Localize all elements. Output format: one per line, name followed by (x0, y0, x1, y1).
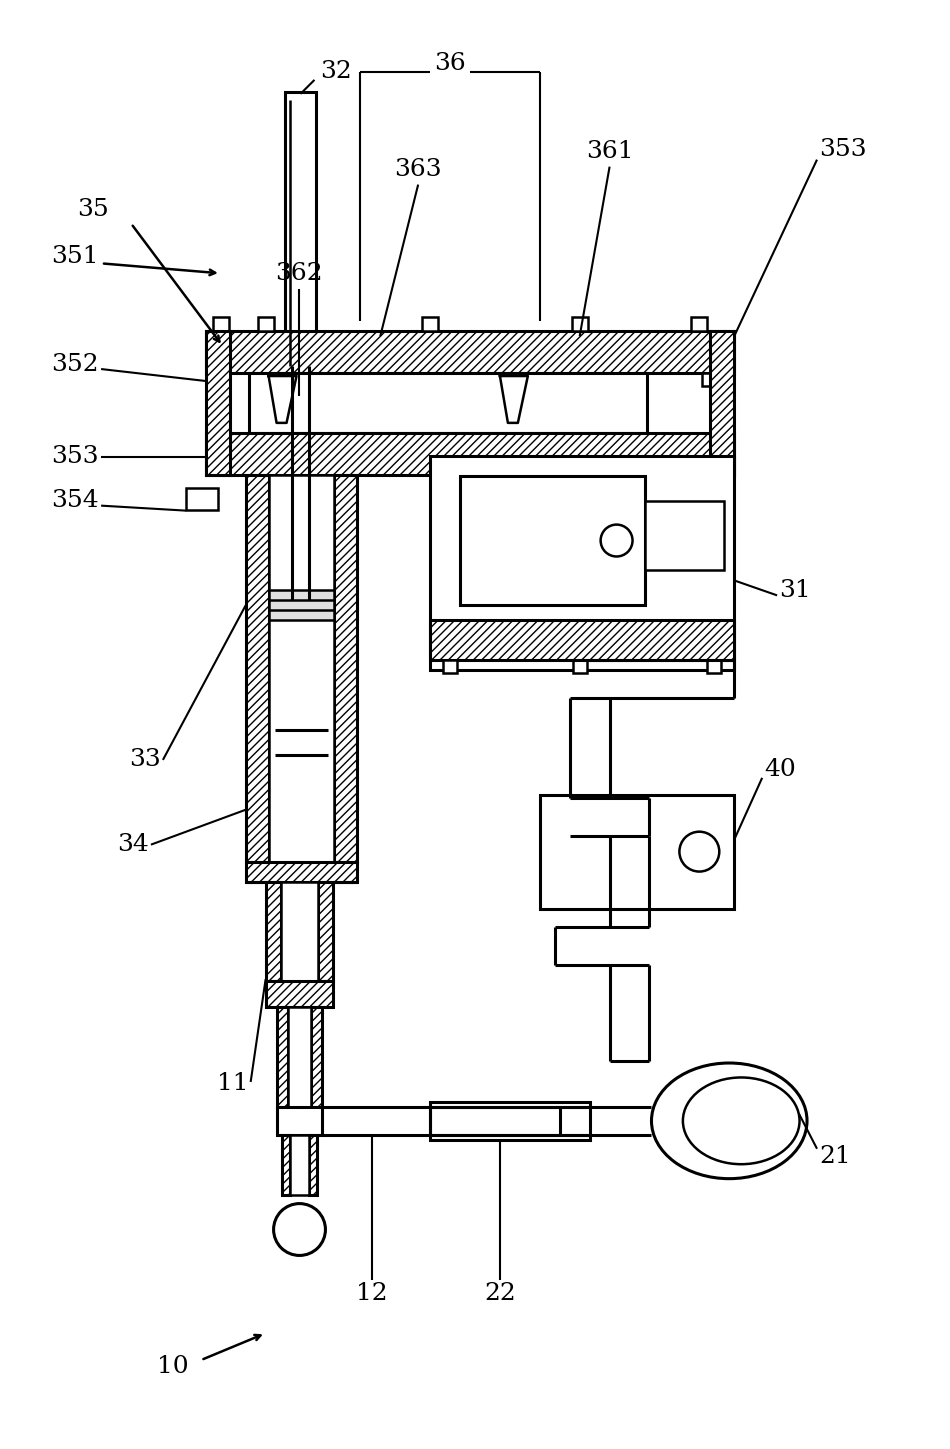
Bar (266, 981, 333, 1007)
Text: 34: 34 (117, 833, 149, 856)
Bar (702, 475, 716, 488)
Bar (573, 661, 587, 674)
Bar (249, 372, 648, 433)
Bar (443, 661, 457, 674)
Bar (692, 317, 708, 332)
Circle shape (274, 1204, 326, 1255)
Text: 33: 33 (129, 748, 161, 771)
Text: 12: 12 (356, 1282, 389, 1306)
Bar (288, 1007, 312, 1107)
Text: 353: 353 (51, 445, 99, 468)
Bar (266, 881, 280, 981)
Text: 352: 352 (51, 352, 99, 375)
Bar (582, 372, 597, 385)
Bar (206, 332, 734, 372)
Bar (318, 881, 333, 981)
Bar (430, 456, 734, 669)
Bar (290, 1135, 310, 1194)
Bar (572, 317, 588, 332)
Bar (285, 91, 316, 367)
Bar (422, 317, 438, 332)
Bar (430, 620, 734, 661)
Bar (644, 501, 724, 571)
Text: 40: 40 (764, 758, 796, 781)
Text: 353: 353 (819, 138, 866, 161)
Text: 11: 11 (218, 1072, 249, 1095)
Bar (281, 1135, 290, 1194)
Bar (711, 332, 734, 475)
Bar (708, 661, 721, 674)
Bar (206, 332, 230, 475)
Text: 31: 31 (779, 580, 810, 601)
Bar (186, 488, 218, 510)
Ellipse shape (652, 1064, 808, 1178)
Bar (276, 1007, 288, 1107)
Text: 35: 35 (77, 199, 109, 222)
Bar (310, 1135, 317, 1194)
Bar (702, 372, 716, 385)
Bar (246, 475, 269, 862)
Polygon shape (269, 377, 296, 423)
Text: 351: 351 (51, 245, 99, 268)
Bar (443, 372, 457, 385)
Bar (312, 1007, 322, 1107)
Text: 36: 36 (434, 52, 466, 75)
Bar (269, 475, 334, 862)
Bar (540, 796, 734, 910)
Bar (276, 1107, 322, 1135)
Text: 363: 363 (394, 158, 442, 181)
Bar (443, 475, 457, 488)
Bar (246, 862, 357, 881)
Text: 32: 32 (320, 61, 352, 84)
Bar (460, 475, 644, 606)
Text: 361: 361 (586, 141, 634, 164)
Bar (430, 1101, 590, 1140)
Bar (257, 317, 274, 332)
Bar (206, 433, 734, 475)
Text: 22: 22 (484, 1282, 516, 1306)
Text: 21: 21 (819, 1145, 850, 1168)
Bar (334, 475, 357, 862)
Text: 10: 10 (157, 1355, 189, 1378)
Bar (269, 590, 334, 620)
Bar (280, 881, 318, 981)
Text: 354: 354 (51, 490, 99, 511)
Bar (582, 475, 597, 488)
Bar (213, 317, 229, 332)
Polygon shape (500, 377, 528, 423)
Text: 362: 362 (275, 262, 322, 285)
